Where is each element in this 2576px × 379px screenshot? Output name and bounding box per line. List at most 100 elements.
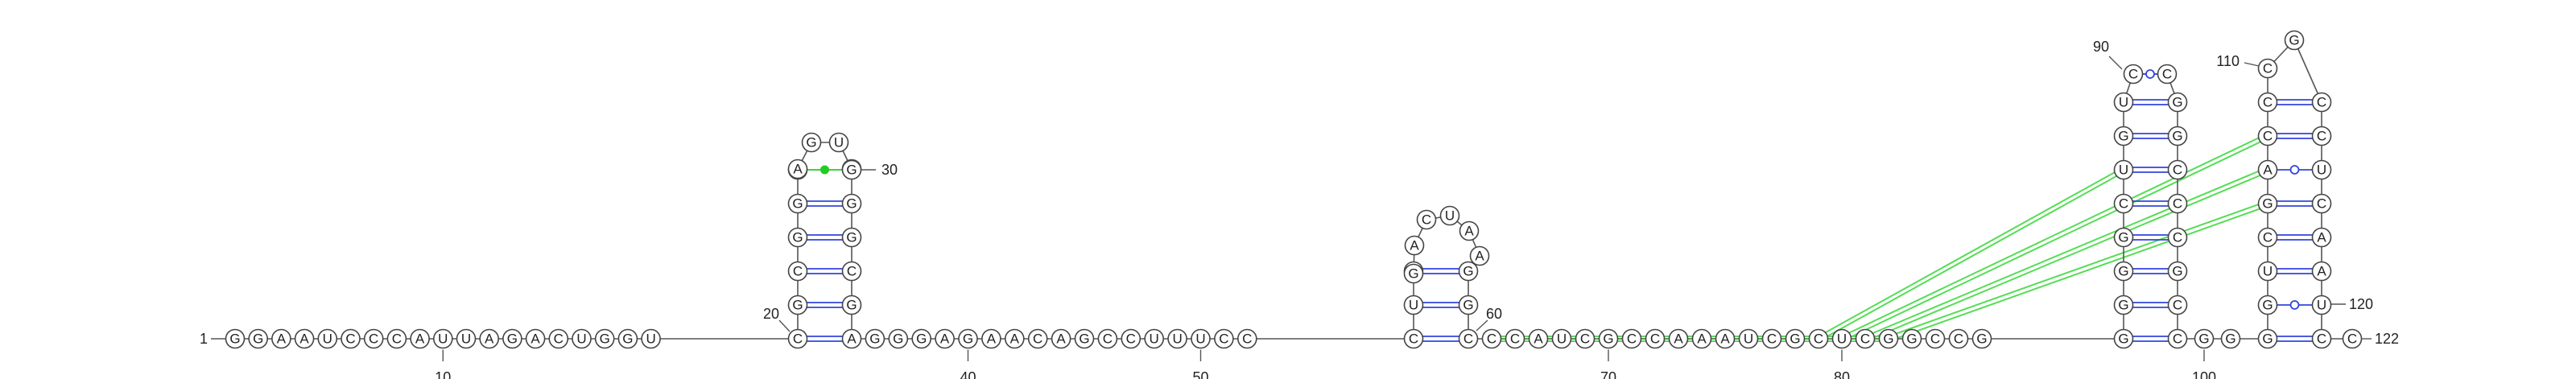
- nucleotide: A: [411, 330, 429, 348]
- nucleotide-letter: G: [1906, 332, 1917, 347]
- nucleotide-letter: A: [2317, 230, 2326, 245]
- nucleotide: C: [1856, 330, 1875, 348]
- nucleotide-letter: G: [2172, 129, 2182, 144]
- nucleotide-letter: U: [461, 332, 471, 347]
- nucleotide: G: [1459, 296, 1478, 315]
- nucleotide: C: [2343, 330, 2362, 348]
- nucleotide: C: [2169, 296, 2187, 315]
- nucleotide: C: [2169, 330, 2187, 348]
- nucleotide: C: [1098, 330, 1117, 348]
- nucleotide-letter: C: [2162, 67, 2172, 82]
- nucleotide: G: [1973, 330, 1992, 348]
- nucleotide: C: [1215, 330, 1233, 348]
- nucleotide: C: [2259, 127, 2277, 146]
- nucleotide-letter: A: [485, 332, 494, 347]
- nucleotide: A: [789, 160, 807, 179]
- nucleotide: G: [2169, 262, 2187, 281]
- nucleotide: C: [2115, 195, 2133, 213]
- nucleotide-letter: U: [576, 332, 586, 347]
- noncanonical-pair-marker: [820, 166, 829, 175]
- nucleotide: U: [2115, 93, 2133, 112]
- nucleotide: U: [1553, 330, 1571, 348]
- nucleotide: A: [1460, 222, 1479, 241]
- nucleotide: G: [2115, 229, 2133, 247]
- nucleotide: C: [1506, 330, 1525, 348]
- nucleotide: G: [1405, 265, 1423, 283]
- position-label: 100: [2192, 369, 2216, 379]
- nucleotide: U: [2259, 262, 2277, 281]
- nucleotide-letter: U: [438, 332, 448, 347]
- nucleotide-letter: C: [1463, 332, 1473, 347]
- nucleotide: G: [2259, 195, 2277, 213]
- nucleotide-letter: C: [1954, 332, 1963, 347]
- nucleotide-letter: C: [793, 264, 803, 279]
- nucleotide-letter: C: [2317, 129, 2326, 144]
- position-label: 80: [1834, 369, 1850, 379]
- basepair-layer: [807, 70, 2313, 341]
- nucleotide: A: [1670, 330, 1688, 348]
- nucleotide-letter: C: [2263, 230, 2273, 245]
- nucleotide: G: [2115, 330, 2133, 348]
- nucleotide: G: [503, 330, 522, 348]
- position-label: 30: [881, 162, 898, 178]
- nucleotide: A: [526, 330, 545, 348]
- nucleotide-letter: C: [2317, 332, 2326, 347]
- nucleotide: C: [2169, 195, 2187, 213]
- nucleotide: A: [1406, 237, 1424, 255]
- nucleotide-letter: U: [1172, 332, 1182, 347]
- nucleotide-letter: U: [1837, 332, 1847, 347]
- nucleotide-letter: G: [2118, 230, 2128, 245]
- nucleotide-letter: C: [1860, 332, 1870, 347]
- nucleotide-letter: G: [846, 163, 857, 178]
- nucleotide-letter: G: [1408, 266, 1418, 282]
- nucleotide: U: [1740, 330, 1758, 348]
- nucleotide: U: [434, 330, 452, 348]
- nucleotide: C: [1418, 211, 1436, 229]
- nucleotide: G: [789, 296, 807, 315]
- nucleotide: G: [912, 330, 931, 348]
- nucleotide: C: [1763, 330, 1781, 348]
- nucleotide: G: [618, 330, 637, 348]
- nucleotide-letter: C: [1510, 332, 1520, 347]
- nucleotide: G: [2169, 127, 2187, 146]
- nucleotide-letter: U: [1445, 208, 1455, 224]
- backbone-layer: [235, 40, 2352, 339]
- nucleotide: C: [2313, 195, 2331, 213]
- pseudoknot-line: [1865, 167, 2268, 336]
- pseudoknot-line: [1842, 134, 2268, 336]
- nucleotide: G: [2259, 296, 2277, 315]
- nucleotide-letter: G: [846, 230, 857, 245]
- nucleotide: G: [889, 330, 907, 348]
- nucleotide-letter: C: [2347, 332, 2357, 347]
- pseudoknot-line: [1865, 172, 2268, 341]
- nucleotide-letter: C: [2173, 163, 2182, 178]
- nucleotide: C: [1238, 330, 1257, 348]
- nucleotide: A: [843, 330, 861, 348]
- nucleotide-letter: U: [2119, 95, 2128, 110]
- nucleotide: C: [2124, 65, 2143, 84]
- wobble-pair-marker: [2291, 301, 2299, 309]
- position-label: 70: [1600, 369, 1616, 379]
- nucleotide-letter: G: [1790, 332, 1800, 347]
- nucleotide-letter: C: [2263, 61, 2273, 76]
- wobble-pair-marker: [2146, 70, 2154, 78]
- nucleotide: G: [843, 229, 861, 247]
- nucleotide-letter: C: [1580, 332, 1590, 347]
- nucleotide: U: [2115, 161, 2133, 179]
- nucleotide: G: [1600, 330, 1618, 348]
- nucleotide: G: [1880, 330, 1898, 348]
- nucleotide-letter: G: [806, 135, 816, 150]
- position-label: 20: [763, 306, 779, 322]
- nucleotide-letter: G: [1603, 332, 1613, 347]
- nucleotide: G: [2195, 330, 2214, 348]
- pseudoknot-layer: [1492, 134, 2268, 341]
- nucleotide-letter: U: [2317, 163, 2326, 178]
- backbone-segment: [2294, 40, 2322, 102]
- nucleotide: U: [1168, 330, 1187, 348]
- nucleotide-letter: U: [1195, 332, 1205, 347]
- nucleotide-letter: U: [1557, 332, 1567, 347]
- nucleotide-letter: A: [1410, 238, 1419, 253]
- nucleotide: C: [387, 330, 406, 348]
- nucleotide: G: [1786, 330, 1805, 348]
- nucleotide: C: [2259, 93, 2277, 112]
